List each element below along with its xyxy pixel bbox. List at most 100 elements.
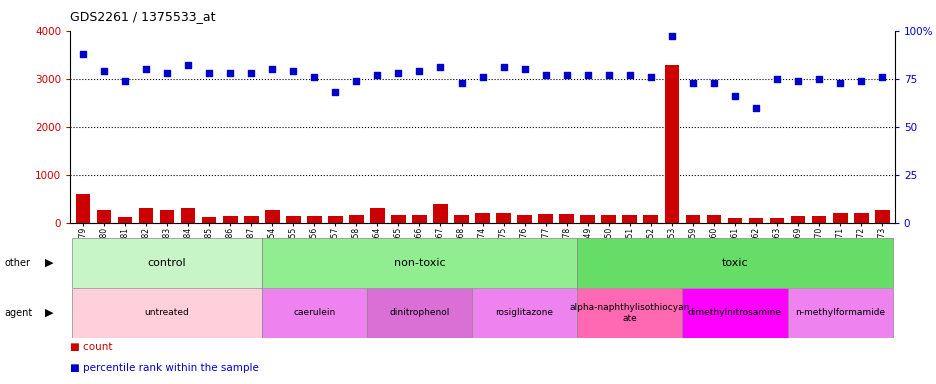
Text: toxic: toxic — [721, 258, 748, 268]
Text: GDS2261 / 1375533_at: GDS2261 / 1375533_at — [70, 10, 215, 23]
Point — [454, 79, 469, 86]
Bar — [748, 218, 763, 223]
Text: dimethylnitrosamine: dimethylnitrosamine — [687, 308, 782, 318]
Text: control: control — [148, 258, 186, 268]
Point — [159, 70, 174, 76]
Bar — [328, 215, 343, 223]
Point — [559, 72, 574, 78]
Bar — [832, 213, 846, 223]
Point — [139, 66, 154, 72]
Bar — [601, 215, 616, 223]
Bar — [643, 215, 657, 223]
Bar — [664, 65, 679, 223]
Point — [348, 78, 363, 84]
Bar — [768, 218, 783, 223]
Point — [370, 72, 385, 78]
Text: untreated: untreated — [144, 308, 189, 318]
Bar — [201, 217, 216, 223]
Bar — [706, 215, 721, 223]
Text: ■ count: ■ count — [70, 342, 112, 352]
Point — [579, 72, 594, 78]
Bar — [579, 215, 594, 223]
Text: caerulein: caerulein — [293, 308, 335, 318]
Bar — [475, 213, 490, 223]
Bar — [261, 288, 367, 338]
Bar — [72, 238, 261, 288]
Point — [706, 79, 721, 86]
Point — [495, 64, 510, 70]
Text: ▶: ▶ — [45, 308, 53, 318]
Point — [726, 93, 741, 99]
Bar — [285, 215, 300, 223]
Bar — [181, 208, 196, 223]
Bar — [367, 288, 472, 338]
Bar — [243, 215, 258, 223]
Point — [601, 72, 616, 78]
Point — [832, 79, 847, 86]
Point — [475, 74, 490, 80]
Point — [622, 72, 636, 78]
Point — [201, 70, 216, 76]
Point — [537, 72, 552, 78]
Bar — [432, 204, 447, 223]
Point — [643, 74, 658, 80]
Bar — [223, 215, 237, 223]
Bar — [370, 208, 385, 223]
Text: ■ percentile rank within the sample: ■ percentile rank within the sample — [70, 363, 259, 373]
Bar — [537, 214, 552, 223]
Bar — [787, 288, 892, 338]
Text: n-methylformamide: n-methylformamide — [795, 308, 885, 318]
Text: ▶: ▶ — [45, 258, 53, 268]
Bar — [96, 210, 111, 223]
Text: dinitrophenol: dinitrophenol — [388, 308, 449, 318]
Point — [223, 70, 238, 76]
Bar — [139, 208, 154, 223]
Point — [517, 66, 532, 72]
Bar — [622, 215, 636, 223]
Bar — [261, 238, 577, 288]
Point — [768, 76, 783, 82]
Bar — [159, 210, 174, 223]
Bar — [517, 215, 532, 223]
Point — [285, 68, 300, 74]
Text: non-toxic: non-toxic — [393, 258, 445, 268]
Bar — [790, 217, 805, 223]
Bar — [811, 217, 826, 223]
Text: agent: agent — [5, 308, 33, 318]
Bar — [874, 210, 888, 223]
Point — [181, 62, 196, 68]
Text: other: other — [5, 258, 31, 268]
Point — [306, 74, 321, 80]
Point — [790, 78, 805, 84]
Bar — [853, 213, 868, 223]
Point — [390, 70, 405, 76]
Point — [265, 66, 280, 72]
Point — [874, 74, 889, 80]
Point — [96, 68, 111, 74]
Bar — [685, 215, 699, 223]
Bar — [118, 217, 132, 223]
Bar — [559, 214, 574, 223]
Point — [664, 33, 679, 40]
Bar — [577, 238, 892, 288]
Point — [811, 76, 826, 82]
Point — [853, 78, 868, 84]
Point — [117, 78, 132, 84]
Bar — [496, 213, 510, 223]
Text: rosiglitazone: rosiglitazone — [495, 308, 553, 318]
Bar — [454, 215, 468, 223]
Point — [75, 51, 90, 57]
Bar — [412, 215, 427, 223]
Bar — [72, 288, 261, 338]
Point — [328, 89, 343, 95]
Point — [684, 79, 699, 86]
Text: alpha-naphthylisothiocyan
ate: alpha-naphthylisothiocyan ate — [569, 303, 689, 323]
Point — [432, 64, 447, 70]
Point — [412, 68, 427, 74]
Bar — [76, 194, 90, 223]
Bar — [727, 218, 741, 223]
Bar — [390, 215, 405, 223]
Point — [748, 104, 763, 111]
Bar — [307, 217, 321, 223]
Point — [243, 70, 258, 76]
